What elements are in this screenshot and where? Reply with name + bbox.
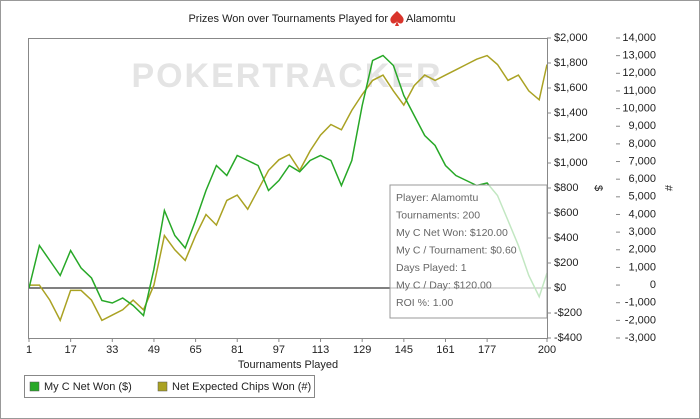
y-tick-label: $2,000 xyxy=(554,32,588,44)
y-tick-label: $1,200 xyxy=(554,132,588,144)
y2-tick-label: 6,000 xyxy=(628,173,656,185)
x-tick-label: 1 xyxy=(26,344,32,356)
y2-tick-label: 8,000 xyxy=(628,138,656,150)
y2-tick-label: 10,000 xyxy=(622,102,656,114)
y2-tick-label: 2,000 xyxy=(628,244,656,256)
tooltip-line: My C / Day: $120.00 xyxy=(396,279,492,291)
y-axis-title: $ xyxy=(592,185,604,191)
chart-title: Prizes Won over Tournaments Played for xyxy=(188,13,388,25)
x-tick-label: 200 xyxy=(538,344,556,356)
y2-tick-label: 14,000 xyxy=(622,32,656,44)
y2-tick-label: 9,000 xyxy=(628,120,656,132)
y-tick-label: $1,400 xyxy=(554,107,588,119)
y-tick-label: -$400 xyxy=(554,332,582,344)
y2-tick-label: -1,000 xyxy=(625,297,656,309)
y-tick-label: $1,600 xyxy=(554,82,588,94)
y2-tick-label: 5,000 xyxy=(628,191,656,203)
x-tick-label: 49 xyxy=(148,344,160,356)
x-tick-label: 97 xyxy=(273,344,285,356)
x-tick-label: 129 xyxy=(353,344,371,356)
spade-icon xyxy=(390,11,404,26)
x-tick-label: 81 xyxy=(231,344,243,356)
x-tick-label: 113 xyxy=(312,344,330,356)
y-tick-label: $1,800 xyxy=(554,57,588,69)
tooltip-line: ROI %: 1.00 xyxy=(396,297,453,309)
tooltip-line: Player: Alamomtu xyxy=(396,192,478,204)
series-line xyxy=(28,54,548,317)
x-tick-label: 145 xyxy=(395,344,413,356)
y-tick-label: $600 xyxy=(554,207,578,219)
x-tick-label: 161 xyxy=(436,344,454,356)
y2-tick-label: -3,000 xyxy=(625,332,656,344)
legend xyxy=(24,375,315,398)
y2-tick-label: -2,000 xyxy=(625,314,656,326)
x-tick-label: 17 xyxy=(65,344,77,356)
tooltip-line: My C / Tournament: $0.60 xyxy=(396,244,517,256)
y-tick-label: -$200 xyxy=(554,307,582,319)
legend-swatch xyxy=(157,381,168,392)
y-tick-label: $0 xyxy=(554,282,566,294)
legend-label: My C Net Won ($) xyxy=(44,381,132,393)
y2-tick-label: 0 xyxy=(650,279,656,291)
tooltip-line: Tournaments: 200 xyxy=(396,209,480,221)
x-tick-label: 65 xyxy=(189,344,201,356)
y2-tick-label: 13,000 xyxy=(622,50,656,62)
legend-label: Net Expected Chips Won (#) xyxy=(172,381,311,393)
y2-tick-label: 11,000 xyxy=(623,85,656,97)
y-tick-label: $400 xyxy=(554,232,578,244)
y2-tick-label: 1,000 xyxy=(628,261,656,273)
y2-tick-label: 7,000 xyxy=(628,155,656,167)
y-tick-label: $200 xyxy=(554,257,578,269)
player-name: Alamomtu xyxy=(406,13,456,25)
y-tick-label: $1,000 xyxy=(554,157,588,169)
y2-tick-label: 12,000 xyxy=(622,67,656,79)
tooltip: Player: Alamomtu Tournaments: 200 My C Net… xyxy=(389,184,548,319)
y2-axis-title: # xyxy=(662,185,674,192)
tooltip-line: Days Played: 1 xyxy=(396,262,467,274)
legend-swatch xyxy=(29,381,40,392)
y-tick-label: $800 xyxy=(554,182,578,194)
x-tick-label: 33 xyxy=(106,344,118,356)
tooltip-line: My C Net Won: $120.00 xyxy=(396,227,508,239)
y2-tick-label: 3,000 xyxy=(628,226,656,238)
y2-tick-label: 4,000 xyxy=(628,208,656,220)
watermark: POKERTRACKER xyxy=(131,57,442,95)
x-axis-title: Tournaments Played xyxy=(238,359,338,371)
series-line xyxy=(29,54,548,323)
x-tick-label: 177 xyxy=(478,344,496,356)
